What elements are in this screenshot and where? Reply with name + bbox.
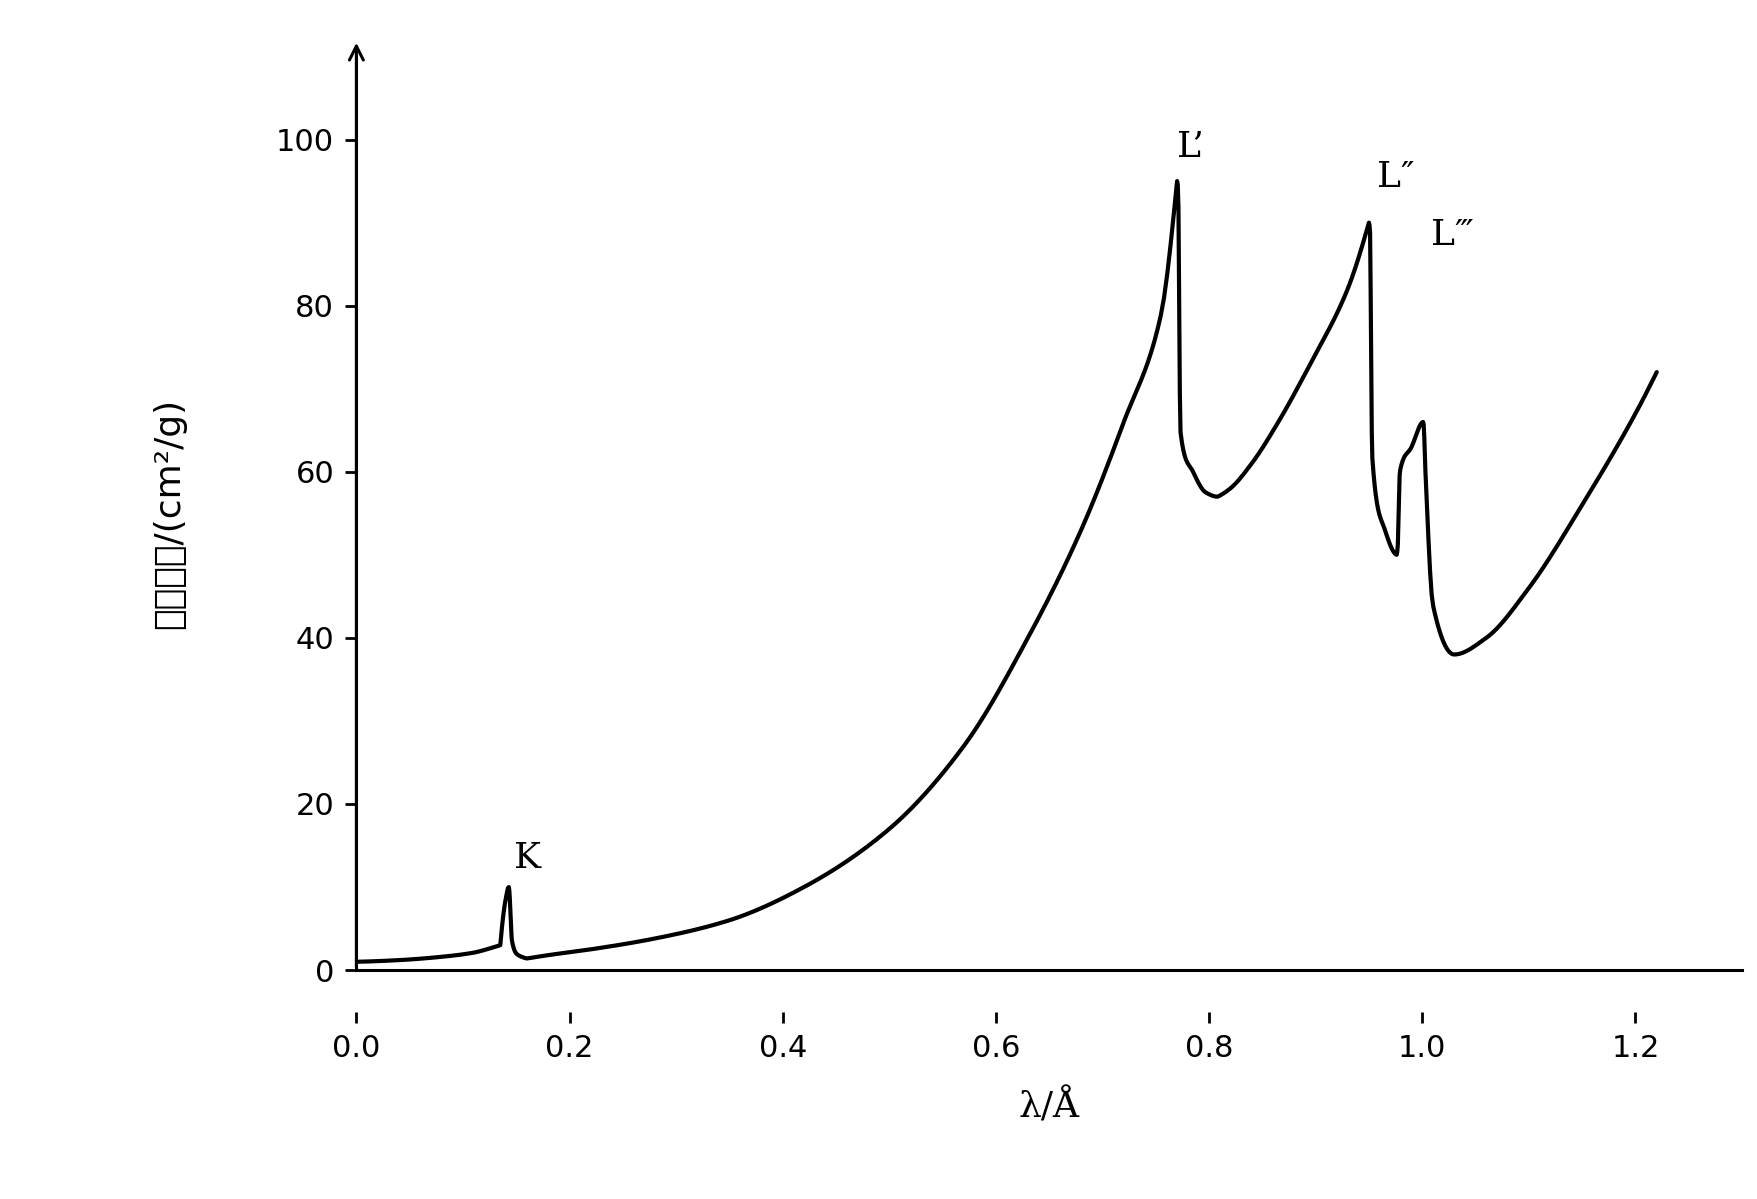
Text: L″: L″ [1377, 159, 1414, 193]
Text: K: K [515, 840, 541, 874]
Text: L‴: L‴ [1430, 218, 1474, 252]
X-axis label: λ/Å: λ/Å [1019, 1087, 1081, 1123]
Text: 吸收系数/(cm²/g): 吸收系数/(cm²/g) [153, 398, 186, 628]
Text: L’: L’ [1177, 131, 1204, 164]
